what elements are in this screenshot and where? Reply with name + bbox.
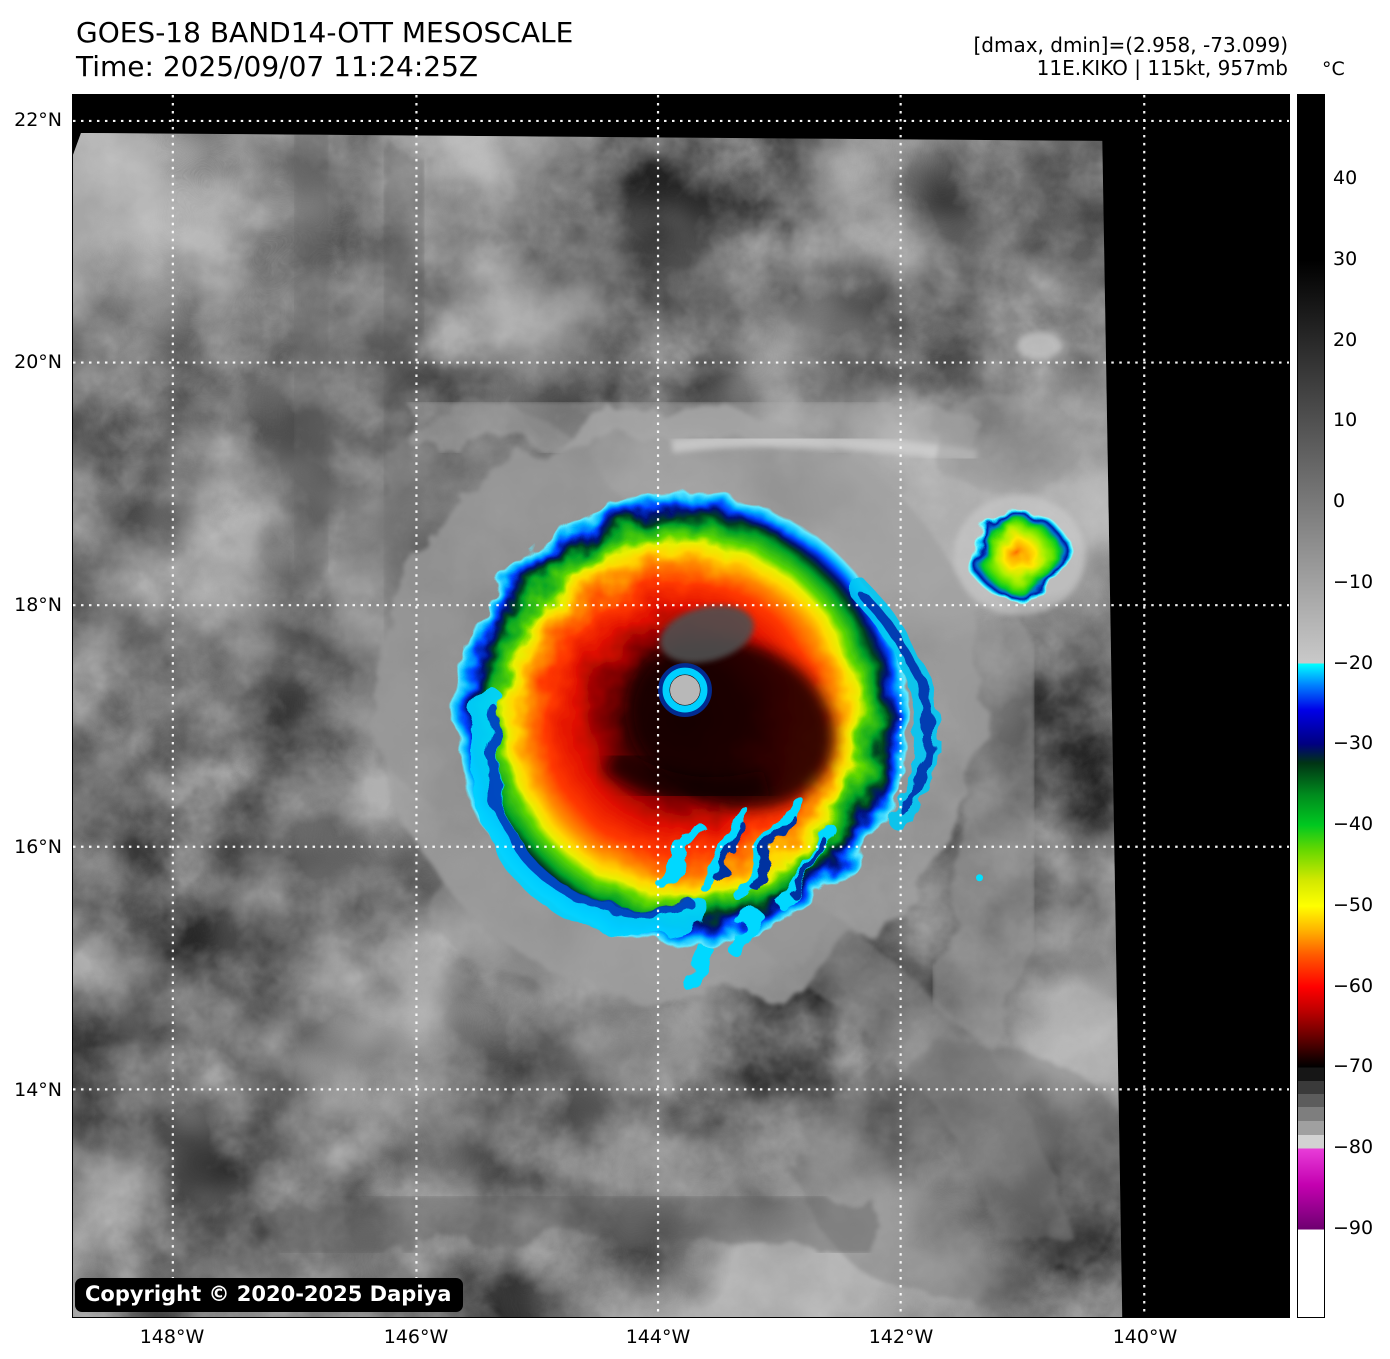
lon-label-140w: 140°W: [1112, 1326, 1178, 1348]
satellite-image: [73, 95, 1289, 1317]
cb-tick-m70: −70: [1333, 1055, 1374, 1077]
copyright-badge: Copyright © 2020-2025 Dapiya: [75, 1278, 464, 1312]
lat-label-18n: 18°N: [14, 594, 62, 616]
outflow-streaks-southeast: [653, 793, 837, 992]
cb-tick-m20: −20: [1333, 652, 1374, 674]
cold-speck: [976, 874, 984, 882]
cb-tick-m10: −10: [1333, 571, 1374, 593]
dmax-dmin-annotation: [dmax, dmin]=(2.958, -73.099): [973, 33, 1288, 57]
lat-label-16n: 16°N: [14, 836, 62, 858]
page-title: GOES-18 BAND14-OTT MESOSCALE: [76, 16, 574, 49]
colorbar-unit-label: °C: [1322, 58, 1345, 80]
annotation-block: [dmax, dmin]=(2.958, -73.099) 11E.KIKO |…: [973, 34, 1288, 80]
lon-label-146w: 146°W: [383, 1326, 449, 1348]
hurricane-eye: [658, 663, 712, 717]
cb-tick-m60: −60: [1333, 975, 1374, 997]
temperature-colorbar: [1297, 94, 1325, 1318]
secondary-convective-cell: [953, 495, 1086, 616]
cb-tick-m90: −90: [1333, 1217, 1374, 1239]
cb-tick-30: 30: [1333, 248, 1358, 270]
lat-label-14n: 14°N: [14, 1079, 62, 1101]
timestamp: Time: 2025/09/07 11:24:25Z: [76, 50, 479, 83]
satellite-map: Copyright © 2020-2025 Dapiya: [72, 94, 1290, 1318]
title-block: GOES-18 BAND14-OTT MESOSCALE Time: 2025/…: [76, 16, 573, 84]
cb-tick-m30: −30: [1333, 732, 1374, 754]
cb-tick-10: 10: [1333, 409, 1358, 431]
cb-tick-40: 40: [1333, 167, 1358, 189]
cb-tick-m50: −50: [1333, 894, 1374, 916]
spiral-arm-southwest: [470, 688, 711, 938]
satellite-cloud-field: [73, 132, 1123, 1317]
storm-annotation: 11E.KIKO | 115kt, 957mb: [1036, 56, 1288, 80]
cb-tick-20: 20: [1333, 329, 1358, 351]
lon-label-142w: 142°W: [868, 1326, 934, 1348]
lon-label-148w: 148°W: [139, 1326, 205, 1348]
cb-tick-m80: −80: [1333, 1136, 1374, 1158]
lat-label-22n: 22°N: [14, 109, 62, 131]
lon-label-144w: 144°W: [625, 1326, 691, 1348]
spiral-arm-east: [848, 579, 939, 829]
cb-tick-m40: −40: [1333, 813, 1374, 835]
graticule-gridlines: [73, 95, 1289, 1317]
warm-spot: [660, 605, 754, 663]
lat-label-20n: 20°N: [14, 351, 62, 373]
cb-tick-0: 0: [1333, 490, 1346, 512]
